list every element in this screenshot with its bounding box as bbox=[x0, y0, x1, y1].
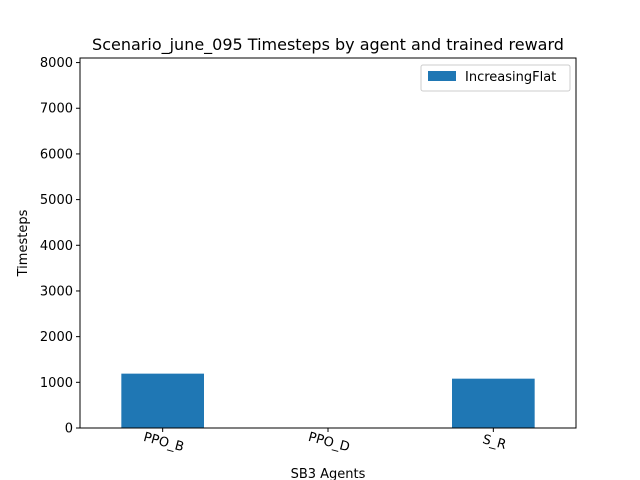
y-tick-label: 7000 bbox=[40, 102, 73, 117]
legend-swatch bbox=[428, 71, 456, 81]
y-tick-label: 6000 bbox=[40, 147, 73, 162]
legend-label: IncreasingFlat bbox=[465, 70, 556, 85]
plot-frame bbox=[79, 57, 577, 429]
bars-layer bbox=[121, 373, 535, 428]
y-axis: 0 1000 2000 3000 4000 5000 6000 7000 8000 bbox=[40, 56, 80, 437]
y-axis-label: Timesteps bbox=[16, 209, 31, 277]
y-tick-label: 5000 bbox=[40, 193, 73, 208]
y-tick-label: 3000 bbox=[40, 284, 73, 299]
y-tick-label: 2000 bbox=[40, 330, 73, 345]
y-tick-label: 1000 bbox=[40, 376, 73, 391]
x-tick-label-PPO_D: PPO_D bbox=[306, 430, 351, 455]
x-axis-label: SB3 Agents bbox=[291, 467, 366, 480]
legend: IncreasingFlat bbox=[420, 64, 571, 92]
y-tick-label: 4000 bbox=[40, 239, 73, 254]
x-tick-label-S_R: S_R bbox=[481, 432, 508, 453]
y-tick-label: 8000 bbox=[40, 56, 73, 71]
y-tick-label: 0 bbox=[65, 422, 73, 437]
bar-S_R bbox=[452, 378, 535, 428]
x-tick-label-PPO_B: PPO_B bbox=[142, 430, 186, 455]
legend-box bbox=[420, 64, 571, 92]
bar-PPO_B bbox=[121, 373, 204, 428]
x-axis: PPO_B PPO_D S_R bbox=[142, 428, 508, 455]
chart-title: Scenario_june_095 Timesteps by agent and… bbox=[92, 35, 564, 55]
